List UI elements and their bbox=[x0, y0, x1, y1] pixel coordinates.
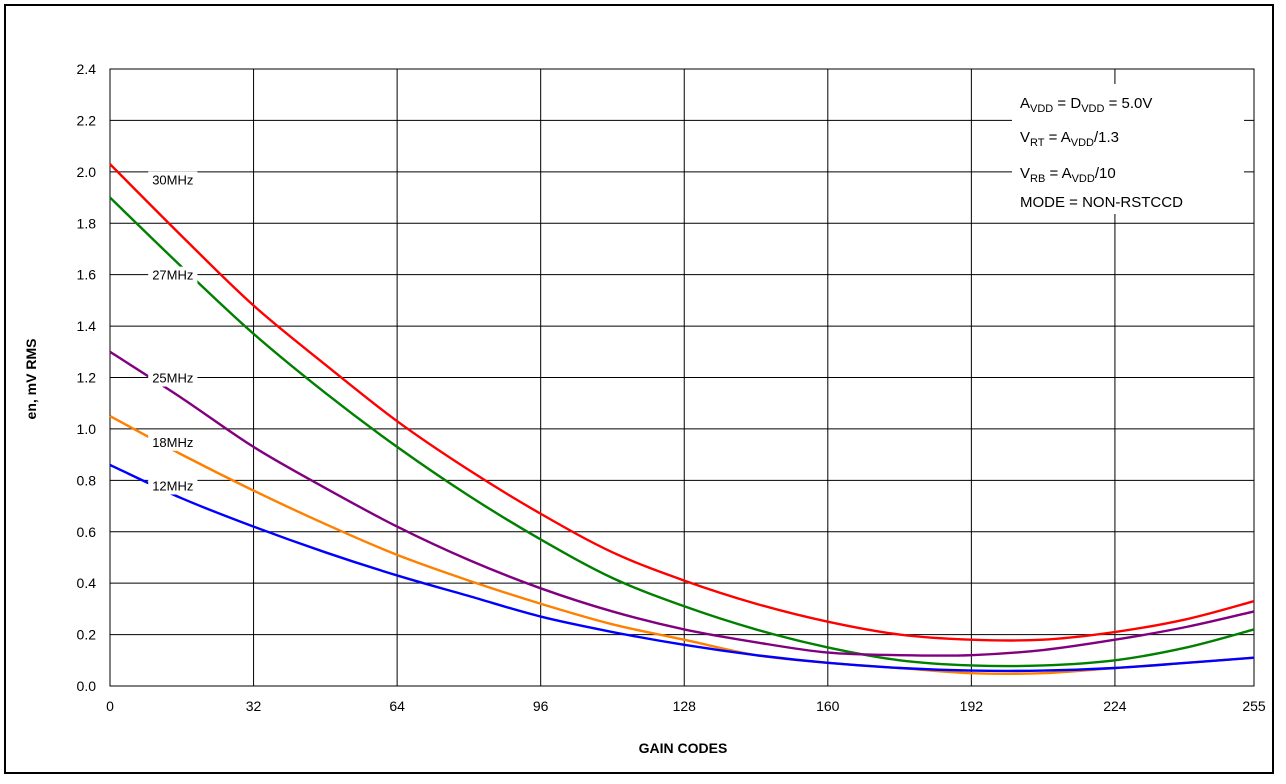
annotation-line-2: VRT = AVDD/1.3 bbox=[1020, 129, 1119, 149]
series-label-text: 30MHz bbox=[152, 173, 193, 188]
series-label-18mhz: 18MHz bbox=[148, 433, 198, 451]
y-tick-label: 1.0 bbox=[77, 421, 97, 437]
y-tick-label: 1.8 bbox=[77, 215, 97, 231]
conditions-annotation: AVDD = DVDD = 5.0V VRT = AVDD/1.3 VRB = … bbox=[1012, 84, 1244, 214]
annotation-line-4: MODE = NON-RSTCCD bbox=[1020, 194, 1183, 211]
y-tick-label: 1.6 bbox=[77, 267, 97, 283]
y-tick-label: 0.0 bbox=[77, 678, 97, 694]
series-label-background bbox=[148, 266, 198, 284]
x-axis-title: GAIN CODES bbox=[639, 740, 728, 756]
y-tick-label: 2.4 bbox=[77, 61, 97, 77]
y-tick-label: 2.2 bbox=[77, 112, 97, 128]
y-axis-title: en, mV RMS bbox=[23, 339, 39, 420]
y-tick-label: 0.6 bbox=[77, 524, 97, 540]
y-tick-label: 1.4 bbox=[77, 318, 97, 334]
series-label-27mhz: 27MHz bbox=[148, 266, 198, 284]
y-tick-label: 0.2 bbox=[77, 627, 97, 643]
series-line-27mhz bbox=[109, 196, 1255, 668]
x-tick-label: 96 bbox=[533, 698, 549, 714]
x-tick-label: 192 bbox=[960, 698, 984, 714]
x-tick-label: 128 bbox=[673, 698, 697, 714]
x-tick-label: 255 bbox=[1242, 698, 1266, 714]
series-line-18mhz bbox=[109, 415, 1255, 675]
annotation-line-1: AVDD = DVDD = 5.0V bbox=[1020, 95, 1152, 115]
x-tick-label: 32 bbox=[246, 698, 262, 714]
series-label-background bbox=[148, 171, 198, 189]
series-line-12mhz bbox=[109, 463, 1255, 673]
series-label-text: 18MHz bbox=[152, 435, 193, 450]
x-tick-label: 0 bbox=[106, 698, 114, 714]
series-line-30mhz bbox=[109, 163, 1255, 642]
annotation-background bbox=[1012, 84, 1244, 214]
tick-labels: 0.0 0.2 0.4 0.6 0.8 1.0 1.2 1.4 1.6 1.8 2.0 2.2 2.4 0… bbox=[77, 61, 1266, 714]
series-label-background bbox=[148, 433, 198, 451]
series-line-25mhz bbox=[109, 350, 1255, 657]
series-label-background bbox=[148, 477, 198, 495]
series-label-background bbox=[148, 369, 198, 387]
series-layer: 30MHz 27MHz 25MHz 18MHz 12MHz bbox=[109, 163, 1255, 675]
y-tick-label: 0.8 bbox=[77, 472, 97, 488]
x-tick-label: 224 bbox=[1103, 698, 1127, 714]
annotation-line-3: VRB = AVDD/10 bbox=[1020, 165, 1116, 185]
series-label-text: 12MHz bbox=[152, 478, 193, 493]
x-tick-label: 64 bbox=[389, 698, 405, 714]
y-tick-label: 0.4 bbox=[77, 575, 97, 591]
y-tick-label: 2.0 bbox=[77, 164, 97, 180]
chart-frame bbox=[4, 4, 1274, 774]
series-label-25mhz: 25MHz bbox=[148, 369, 198, 387]
series-label-30mhz: 30MHz bbox=[148, 171, 198, 189]
series-label-12mhz: 12MHz bbox=[148, 477, 198, 495]
series-label-text: 25MHz bbox=[152, 371, 193, 386]
series-label-text: 27MHz bbox=[152, 268, 193, 283]
x-tick-label: 160 bbox=[816, 698, 840, 714]
y-tick-label: 1.2 bbox=[77, 370, 97, 386]
